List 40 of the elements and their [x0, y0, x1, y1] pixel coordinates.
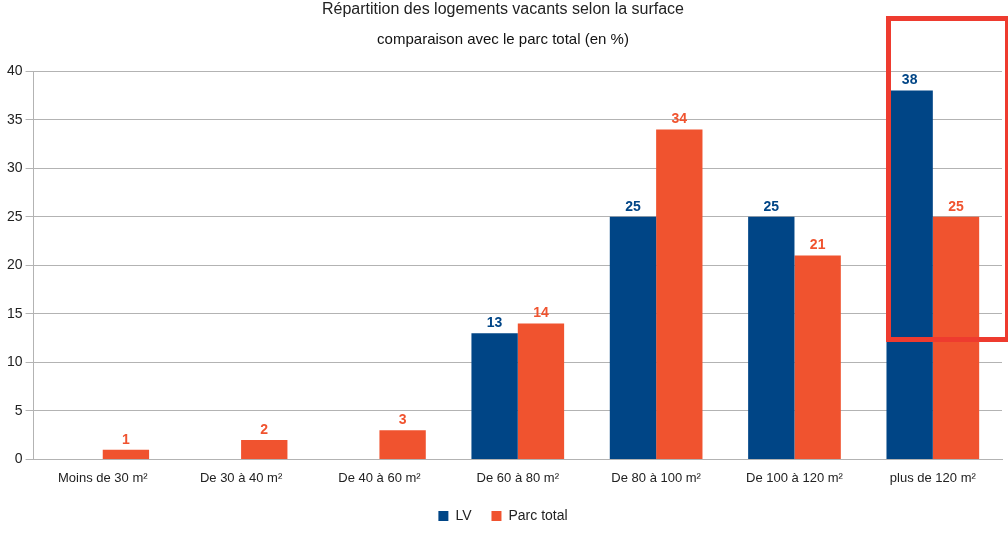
data-label: 38	[901, 71, 918, 88]
data-label: 13	[486, 314, 503, 331]
x-tick-label: Moins de 30 m²	[57, 469, 149, 485]
bar	[379, 430, 426, 459]
bar	[517, 323, 565, 459]
y-tick-label: 15	[6, 304, 23, 321]
y-tick-label: 10	[6, 353, 23, 370]
y-tick-label: 40	[6, 62, 23, 79]
bar	[748, 216, 795, 459]
bar	[794, 255, 841, 459]
data-label: 34	[671, 110, 688, 127]
data-label: 25	[948, 197, 964, 214]
data-label: 21	[809, 236, 826, 253]
chart-title: Répartition des logements vacants selon la surface	[322, 0, 685, 18]
x-tick-label: De 100 à 120 m²	[746, 469, 844, 485]
data-label: 3	[398, 411, 407, 428]
bar	[241, 439, 288, 459]
y-tick-label: 30	[6, 159, 23, 176]
data-label: 2	[260, 420, 269, 437]
chart-subtitle: comparaison avec le parc total (en %)	[377, 30, 629, 48]
bar	[471, 333, 518, 459]
bar	[656, 129, 703, 459]
data-label: 1	[122, 430, 131, 447]
y-tick-label: 35	[6, 110, 23, 127]
x-tick-label: De 80 à 100 m²	[611, 469, 702, 485]
y-tick-label: 20	[6, 256, 23, 273]
y-tick-label: 0	[14, 450, 23, 467]
x-tick-label: De 60 à 80 m²	[476, 469, 560, 485]
x-tick-label: plus de 120 m²	[889, 469, 977, 485]
x-tick-label: De 30 à 40 m²	[199, 469, 283, 485]
legend-label: LV	[455, 506, 473, 523]
data-label: 25	[625, 197, 641, 214]
y-tick-label: 25	[6, 207, 23, 224]
x-tick-label: De 40 à 60 m²	[338, 469, 422, 485]
y-tick-label: 5	[14, 401, 23, 418]
bar	[609, 216, 657, 459]
legend-label: Parc total	[508, 506, 568, 523]
data-label: 14	[533, 304, 549, 321]
data-label: 25	[763, 197, 780, 214]
bar	[102, 449, 150, 459]
